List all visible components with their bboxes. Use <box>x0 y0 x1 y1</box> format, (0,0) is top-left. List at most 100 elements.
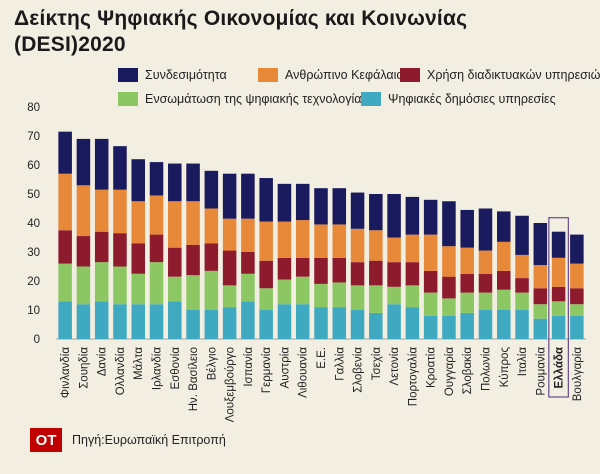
x-tick-label: Ιρλανδία <box>152 347 164 390</box>
bar-segment <box>168 277 182 302</box>
y-tick-label: 80 <box>27 102 40 114</box>
bar-segment <box>442 298 456 315</box>
bar-segment <box>95 232 109 262</box>
bar-segment <box>205 209 219 244</box>
x-tick-label: Ολλανδία <box>115 347 127 396</box>
bar-segment <box>150 195 164 234</box>
bar-segment <box>58 174 72 231</box>
bar-segment <box>205 310 219 339</box>
bar-segment <box>168 301 182 339</box>
bar-segment <box>113 233 127 266</box>
bar-segment <box>223 174 237 219</box>
bar-segment <box>95 301 109 339</box>
bar-segment <box>113 267 127 305</box>
bar-segment <box>424 235 438 271</box>
bar-segment <box>442 201 456 246</box>
bar-segment <box>186 164 200 202</box>
y-tick-label: 40 <box>27 218 40 230</box>
bar-segment <box>131 304 145 339</box>
bar-segment <box>387 287 401 304</box>
bar-segment <box>314 224 328 257</box>
x-tick-label: Βουλγαρία <box>572 347 584 402</box>
y-tick-label: 30 <box>27 247 40 259</box>
bar-segment <box>186 245 200 275</box>
bar-segment <box>387 238 401 263</box>
x-tick-label: Ην. Βασίλειο <box>188 347 200 411</box>
bar-segment <box>515 310 529 339</box>
bar-segment <box>296 258 310 277</box>
y-tick-label: 20 <box>27 276 40 288</box>
bar-segment <box>424 316 438 339</box>
bar-segment <box>58 230 72 263</box>
bar-segment <box>241 174 255 219</box>
x-tick-label: Γερμανία <box>261 347 273 394</box>
bar-segment <box>497 271 511 290</box>
x-tick-label: Φινλανδία <box>60 347 72 398</box>
bar-segment <box>150 162 164 195</box>
bar-segment <box>442 277 456 299</box>
bar-segment <box>259 261 273 289</box>
x-tick-label: Αυστρία <box>279 347 291 389</box>
bar-segment <box>77 236 91 266</box>
bar-segment <box>552 232 566 258</box>
x-tick-label: Τσεχία <box>371 347 383 381</box>
bar-segment <box>278 222 292 258</box>
bar-segment <box>241 219 255 252</box>
bar-segment <box>259 310 273 339</box>
bar-segment <box>570 235 584 264</box>
bar-segment <box>424 293 438 316</box>
bar-segment <box>131 274 145 304</box>
bar-segment <box>314 258 328 284</box>
y-tick-label: 60 <box>27 160 40 172</box>
x-tick-label: Σλοβενία <box>353 347 365 393</box>
x-tick-label: Πολωνία <box>480 347 492 391</box>
bar-segment <box>77 267 91 305</box>
bar-segment <box>534 265 548 288</box>
bar-segment <box>333 258 347 283</box>
bar-segment <box>351 310 365 339</box>
bar-segment <box>534 319 548 339</box>
bar-segment <box>223 219 237 251</box>
bar-segment <box>113 146 127 190</box>
x-tick-label: Πορτογαλία <box>407 347 419 407</box>
bar-segment <box>369 261 383 286</box>
x-tick-label: Κροατία <box>426 347 438 388</box>
bar-segment <box>497 310 511 339</box>
x-tick-label: Μάλτα <box>133 347 145 380</box>
bar-segment <box>479 310 493 339</box>
bar-segment <box>77 304 91 339</box>
bar-segment <box>351 193 365 229</box>
bar-segment <box>515 278 529 293</box>
bar-segment <box>369 313 383 339</box>
bar-segment <box>424 200 438 235</box>
bar-segment <box>497 242 511 271</box>
bar-segment <box>406 262 420 285</box>
bar-segment <box>515 216 529 255</box>
bar-segment <box>479 209 493 251</box>
bar-segment <box>442 246 456 276</box>
bar-segment <box>296 184 310 220</box>
bar-segment <box>424 271 438 293</box>
bar-segment <box>205 271 219 310</box>
x-tick-label: Σουηδία <box>78 347 90 389</box>
bar-segment <box>351 262 365 285</box>
bar-segment <box>186 310 200 339</box>
bar-segment <box>259 288 273 310</box>
bar-segment <box>296 304 310 339</box>
bar-segment <box>460 248 474 274</box>
bar-segment <box>406 285 420 307</box>
bar-segment <box>333 307 347 339</box>
bar-segment <box>259 178 273 222</box>
bar-segment <box>387 304 401 339</box>
bar-segment <box>570 304 584 316</box>
bar-segment <box>58 301 72 339</box>
y-tick-label: 50 <box>27 189 40 201</box>
bar-segment <box>168 248 182 277</box>
bar-segment <box>479 251 493 274</box>
bar-segment <box>150 235 164 263</box>
bar-segment <box>333 188 347 224</box>
bar-segment <box>479 293 493 310</box>
x-tick-label: Κύπρος <box>499 347 511 388</box>
bar-segment <box>515 255 529 278</box>
bar-segment <box>552 287 566 302</box>
